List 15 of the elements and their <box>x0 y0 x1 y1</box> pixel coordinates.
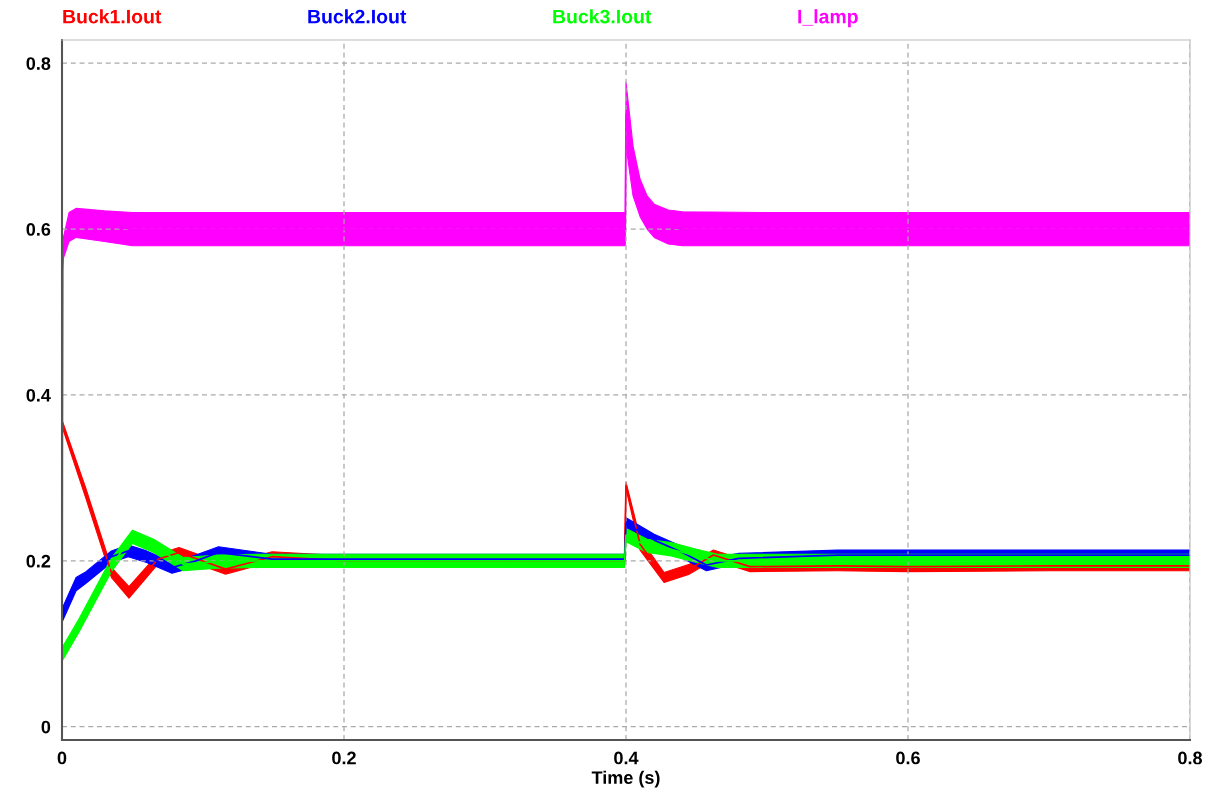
y-tick-label: 0.4 <box>26 388 51 402</box>
x-tick-label: 0.6 <box>896 751 920 765</box>
y-tick-label: 0 <box>41 720 51 734</box>
y-tick-label: 0.8 <box>26 57 51 70</box>
x-tick-label: 0.8 <box>1178 751 1202 765</box>
text: Buck2.Iout <box>308 9 407 24</box>
text: I_lamp <box>798 9 858 28</box>
x-axis-title: Time (s) <box>591 770 660 788</box>
x-tick-label: 0.4 <box>614 751 639 765</box>
y-tick-label: 0.6 <box>26 223 51 236</box>
y-tick-label: 0.2 <box>26 554 51 568</box>
text: Buck3.Iout <box>553 9 652 24</box>
text: Buck1.Iout <box>63 9 162 24</box>
x-tick-label: 0.2 <box>332 751 356 765</box>
x-tick-label: 0 <box>57 751 67 765</box>
